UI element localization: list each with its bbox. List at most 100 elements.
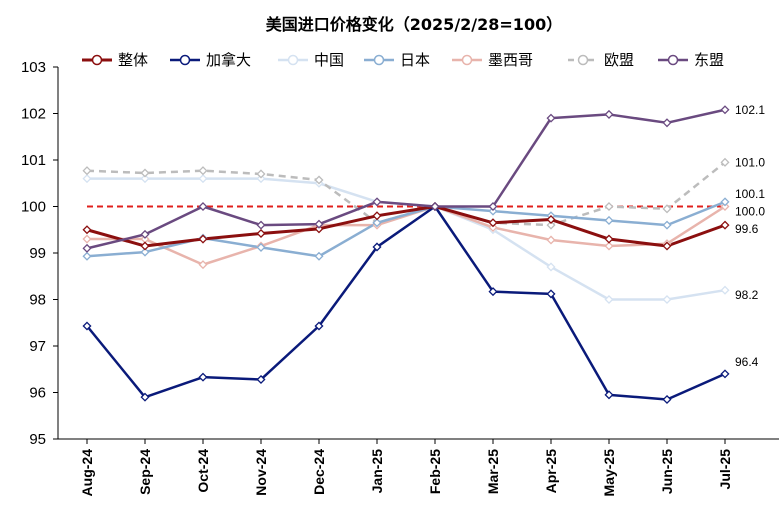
chart-title: 美国进口价格变化（2025/2/28=100） bbox=[266, 15, 562, 34]
data-point-整体 bbox=[488, 218, 498, 228]
series-line-中国 bbox=[87, 177, 726, 301]
series-line-欧盟 bbox=[86, 161, 726, 227]
legend-marker-中国 bbox=[287, 54, 299, 66]
data-point-中国 bbox=[546, 262, 556, 272]
data-point-中国 bbox=[604, 294, 614, 305]
data-point-欧盟 bbox=[198, 166, 208, 176]
data-point-整体 bbox=[372, 211, 382, 221]
y-tick-label: 98 bbox=[29, 292, 46, 309]
y-tick-label: 101 bbox=[21, 152, 46, 169]
legend-marker-墨西哥 bbox=[461, 54, 473, 66]
data-point-加拿大 bbox=[198, 372, 208, 382]
data-point-整体 bbox=[720, 220, 730, 230]
legend-marker-整体 bbox=[91, 54, 103, 66]
data-point-东盟 bbox=[314, 219, 324, 229]
x-tick-label: Mar-25 bbox=[485, 449, 501, 494]
x-tick-label: Jul-25 bbox=[717, 449, 733, 490]
data-point-日本 bbox=[82, 251, 92, 261]
x-tick-label: Sep-24 bbox=[137, 449, 153, 495]
data-point-加拿大 bbox=[372, 242, 382, 252]
legend-label-整体: 整体 bbox=[118, 51, 148, 69]
data-point-墨西哥 bbox=[720, 201, 730, 212]
end-label-欧盟: 101.0 bbox=[735, 155, 765, 169]
data-point-中国 bbox=[256, 174, 266, 184]
y-tick-label: 95 bbox=[29, 431, 46, 448]
data-point-整体 bbox=[314, 224, 324, 234]
legend-label-东盟: 东盟 bbox=[694, 51, 724, 69]
legend-marker-欧盟 bbox=[577, 54, 589, 66]
data-point-东盟 bbox=[256, 220, 266, 230]
legend-marker-加拿大 bbox=[179, 54, 191, 66]
data-point-东盟 bbox=[372, 197, 382, 207]
series-line-东盟 bbox=[86, 108, 726, 250]
data-point-东盟 bbox=[488, 201, 498, 212]
x-tick-label: Apr-25 bbox=[543, 449, 559, 494]
y-tick-label: 96 bbox=[29, 385, 46, 402]
data-point-墨西哥 bbox=[198, 260, 208, 270]
data-point-整体 bbox=[140, 241, 150, 251]
data-point-中国 bbox=[198, 174, 208, 184]
data-point-日本 bbox=[662, 220, 672, 230]
data-point-加拿大 bbox=[662, 394, 672, 404]
data-point-整体 bbox=[546, 215, 556, 225]
data-point-日本 bbox=[314, 251, 324, 261]
data-point-加拿大 bbox=[604, 390, 614, 400]
data-point-欧盟 bbox=[662, 204, 672, 214]
data-point-墨西哥 bbox=[546, 235, 556, 245]
data-point-东盟 bbox=[604, 109, 614, 119]
end-label-日本: 100.1 bbox=[735, 187, 765, 201]
x-tick-label: Jun-25 bbox=[659, 449, 675, 494]
data-point-整体 bbox=[198, 234, 208, 244]
data-point-整体 bbox=[82, 225, 92, 235]
x-tick-label: Aug-24 bbox=[79, 449, 95, 497]
data-point-欧盟 bbox=[604, 201, 614, 212]
data-point-欧盟 bbox=[314, 175, 324, 185]
data-point-墨西哥 bbox=[488, 222, 498, 232]
end-label-整体: 99.6 bbox=[735, 222, 759, 236]
y-tick-label: 102 bbox=[21, 106, 46, 123]
data-point-中国 bbox=[720, 285, 730, 295]
x-tick-label: Nov-24 bbox=[253, 449, 269, 496]
data-point-欧盟 bbox=[82, 166, 92, 176]
legend-label-欧盟: 欧盟 bbox=[604, 51, 634, 69]
y-tick-label: 97 bbox=[29, 338, 46, 355]
data-point-东盟 bbox=[140, 229, 150, 239]
data-point-加拿大 bbox=[256, 374, 266, 384]
data-point-中国 bbox=[140, 174, 150, 184]
end-label-东盟: 102.1 bbox=[735, 103, 765, 117]
end-label-加拿大: 96.4 bbox=[735, 355, 759, 369]
data-point-东盟 bbox=[198, 201, 208, 212]
data-point-日本 bbox=[604, 215, 614, 225]
x-tick-label: Dec-24 bbox=[311, 449, 327, 495]
data-point-东盟 bbox=[546, 113, 556, 123]
legend-label-中国: 中国 bbox=[314, 51, 344, 69]
legend: 整体 加拿大 中国 日本 墨西哥 欧盟 东盟 bbox=[82, 51, 724, 69]
data-point-加拿大 bbox=[488, 287, 498, 297]
data-point-欧盟 bbox=[720, 157, 730, 167]
end-label-墨西哥: 100.0 bbox=[735, 205, 765, 219]
series-lines bbox=[86, 108, 726, 401]
legend-label-日本: 日本 bbox=[400, 51, 430, 69]
data-point-日本 bbox=[720, 197, 730, 207]
end-label-中国: 98.2 bbox=[735, 288, 759, 302]
data-point-加拿大 bbox=[82, 321, 92, 331]
data-point-整体 bbox=[604, 234, 614, 244]
data-point-中国 bbox=[82, 174, 92, 184]
data-point-日本 bbox=[256, 242, 266, 252]
data-point-加拿大 bbox=[314, 321, 324, 331]
data-point-整体 bbox=[256, 228, 266, 238]
series-markers bbox=[82, 105, 730, 404]
data-point-整体 bbox=[662, 241, 672, 251]
data-point-中国 bbox=[662, 294, 672, 305]
series-line-整体 bbox=[86, 205, 726, 248]
data-point-东盟 bbox=[430, 201, 440, 212]
data-point-东盟 bbox=[720, 105, 730, 115]
legend-marker-东盟 bbox=[667, 54, 679, 66]
y-tick-label: 103 bbox=[21, 59, 46, 76]
data-point-欧盟 bbox=[546, 220, 556, 230]
x-tick-label: Oct-24 bbox=[195, 449, 211, 493]
end-labels: 102.1 101.0 100.1 100.0 99.6 98.2 96.4 bbox=[735, 103, 765, 369]
y-tick-label: 99 bbox=[29, 245, 46, 262]
x-tick-label: Jan-25 bbox=[369, 449, 385, 494]
